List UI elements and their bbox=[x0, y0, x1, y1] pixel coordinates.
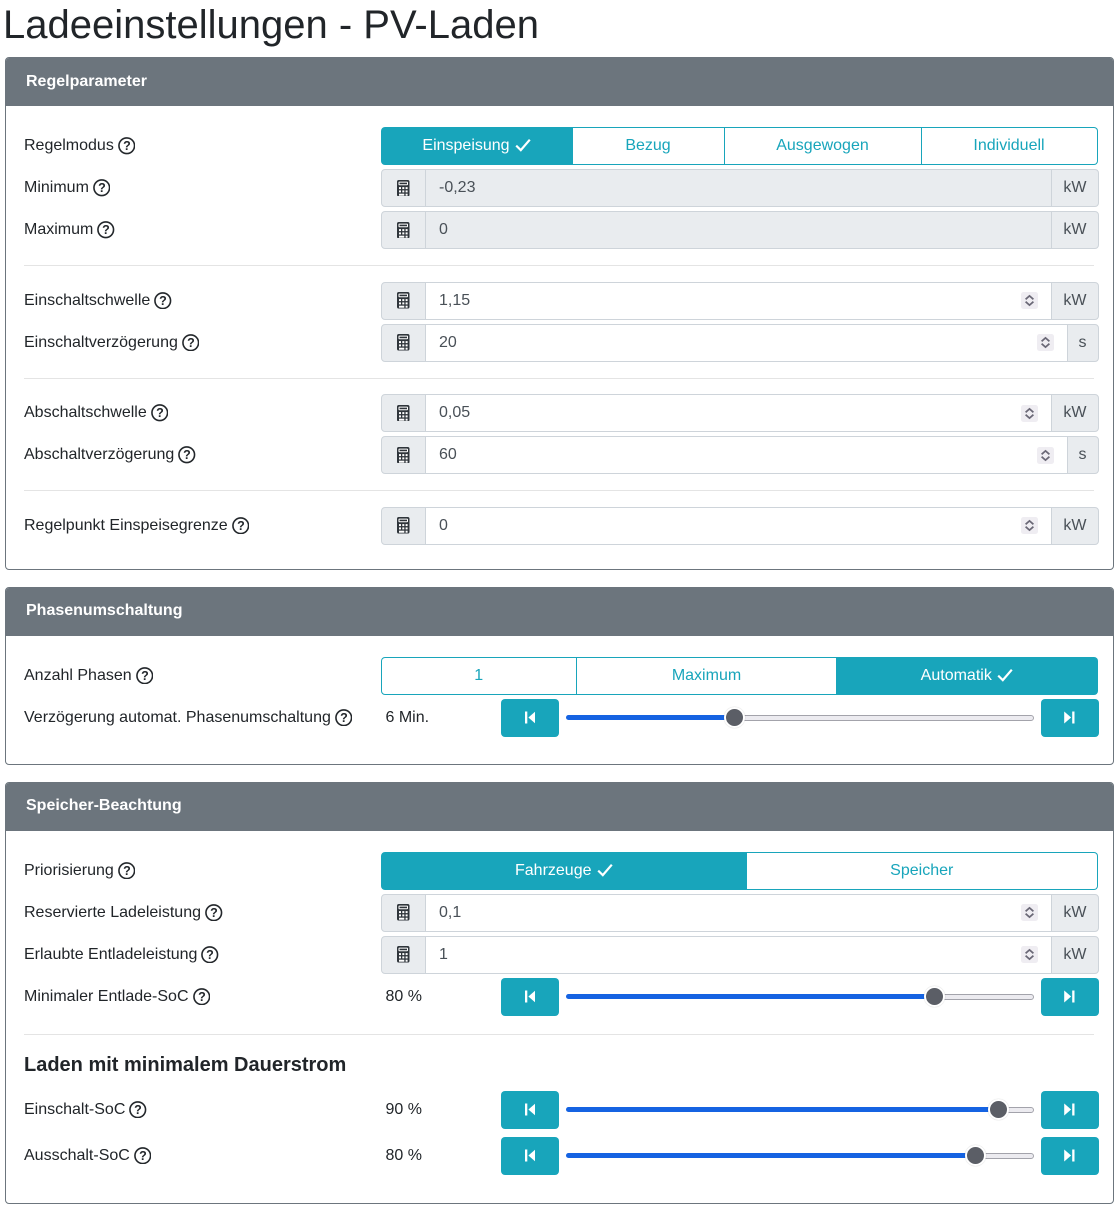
svg-text:?: ? bbox=[123, 139, 131, 153]
svg-text:?: ? bbox=[102, 223, 110, 237]
svg-text:?: ? bbox=[210, 906, 218, 920]
svg-text:?: ? bbox=[207, 948, 215, 962]
svg-text:?: ? bbox=[141, 669, 149, 683]
svg-text:?: ? bbox=[187, 336, 195, 350]
svg-text:?: ? bbox=[139, 1149, 147, 1163]
svg-text:?: ? bbox=[340, 711, 348, 725]
svg-text:?: ? bbox=[123, 864, 131, 878]
svg-text:?: ? bbox=[159, 294, 167, 308]
svg-text:?: ? bbox=[237, 519, 245, 533]
svg-text:?: ? bbox=[156, 406, 164, 420]
svg-text:?: ? bbox=[198, 990, 206, 1004]
svg-text:?: ? bbox=[134, 1103, 142, 1117]
svg-text:?: ? bbox=[183, 448, 191, 462]
svg-text:?: ? bbox=[98, 181, 106, 195]
